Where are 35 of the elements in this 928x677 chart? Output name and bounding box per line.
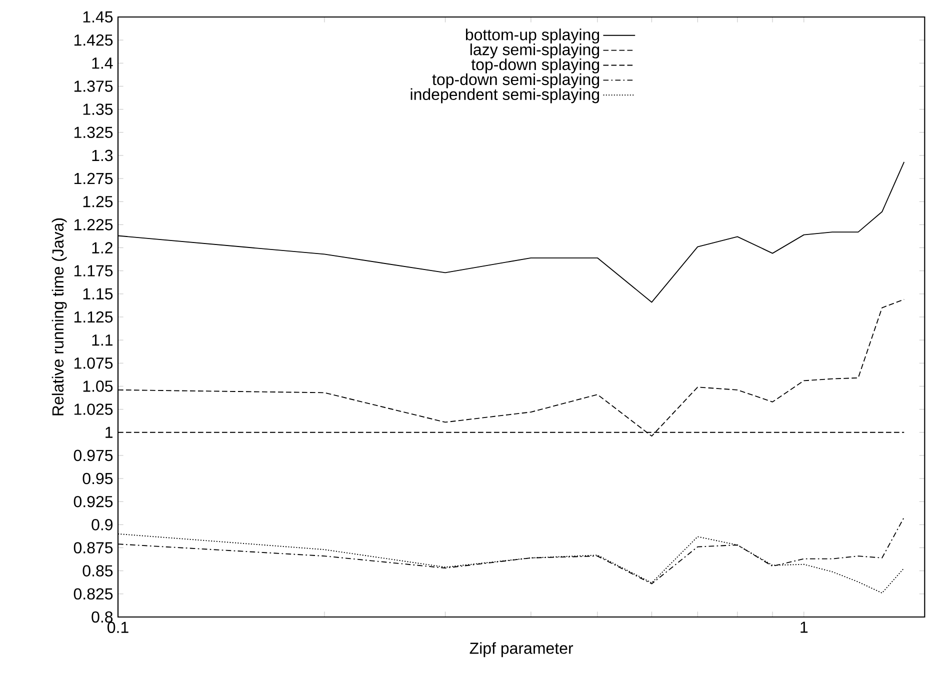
y-tick-label: 1.425: [74, 34, 113, 46]
y-tick-label: 1.1: [92, 334, 112, 346]
y-tick-label: 1.225: [74, 219, 113, 230]
y-axis-title: Relative running time (Java): [52, 218, 67, 416]
y-tick-label: 1.35: [83, 104, 113, 115]
y-tick-label: 1.375: [74, 80, 113, 92]
legend-label: bottom-up splaying: [466, 28, 600, 44]
y-tick-label: 1.125: [74, 311, 113, 323]
y-tick-label: 1.275: [74, 172, 113, 184]
y-tick-label: 0.925: [74, 496, 113, 508]
y-tick-label: 0.85: [82, 565, 113, 576]
y-tick-label: 1.15: [83, 288, 113, 300]
y-tick-label: 0.825: [74, 588, 113, 600]
legend-label: independent semi-splaying: [410, 88, 600, 104]
y-tick-label: 0.875: [74, 542, 113, 554]
legend-label: top-down semi-splaying: [432, 73, 600, 88]
y-tick-label: 1.175: [74, 265, 113, 276]
y-tick-label: 0.95: [82, 472, 113, 484]
y-tick-label: 1.05: [83, 380, 113, 392]
y-tick-label: 0.8: [92, 611, 113, 623]
y-tick-label: 1.2: [92, 242, 112, 254]
y-tick-label: 1.325: [74, 126, 113, 138]
y-tick-label: 1.075: [74, 357, 113, 369]
y-tick-label: 1.45: [83, 11, 113, 23]
y-tick-label: 1.3: [92, 150, 113, 162]
y-tick-label: 1: [106, 426, 113, 438]
legend-label: lazy semi-splaying: [470, 44, 600, 58]
y-tick-label: 1.025: [74, 404, 113, 415]
x-tick-label: 0.1: [108, 622, 128, 634]
x-axis-title: Zipf parameter: [470, 642, 574, 658]
y-tick-label: 1.25: [83, 196, 113, 208]
y-tick-label: 0.9: [92, 519, 113, 530]
y-tick-label: 0.975: [74, 450, 113, 462]
y-tick-label: 1.4: [92, 58, 113, 69]
legend-label: top-down splaying: [471, 58, 600, 74]
